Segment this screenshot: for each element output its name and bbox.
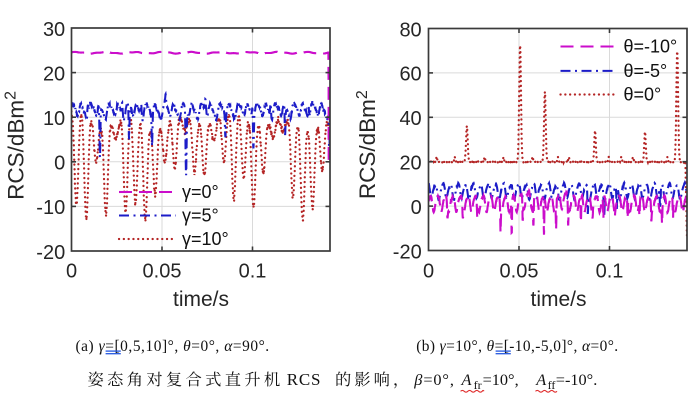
svg-text:fr: fr	[474, 378, 482, 392]
svg-text:40: 40	[399, 108, 421, 130]
svg-text:60: 60	[399, 64, 421, 86]
svg-text:time/s: time/s	[173, 288, 229, 311]
svg-text:0: 0	[411, 197, 422, 219]
svg-text:-20: -20	[393, 241, 422, 263]
svg-text:(a) γ=[0,5,10]°, θ=0°, α=90°.: (a) γ=[0,5,10]°, θ=0°, α=90°.	[76, 338, 270, 355]
svg-text:γ=5°: γ=5°	[182, 206, 219, 226]
svg-text:30: 30	[43, 19, 65, 41]
svg-text:A: A	[535, 370, 546, 389]
svg-text:ff: ff	[548, 378, 556, 392]
svg-text:0.05: 0.05	[500, 260, 539, 282]
svg-text:(b) γ=10°, θ=[-10,-5,0]°, α=0°: (b) γ=10°, θ=[-10,-5,0]°, α=0°.	[416, 338, 618, 355]
svg-text:θ=0°: θ=0°	[624, 85, 662, 105]
svg-text:20: 20	[399, 153, 421, 175]
svg-text:-10: -10	[36, 197, 65, 219]
svg-text:0.1: 0.1	[596, 260, 624, 282]
svg-text:time/s: time/s	[530, 288, 586, 311]
svg-text:θ=-5°: θ=-5°	[624, 61, 668, 81]
svg-text:20: 20	[43, 63, 65, 85]
svg-text:=-10°.: =-10°.	[556, 370, 597, 389]
svg-text:RCS/dBm2: RCS/dBm2	[3, 91, 29, 200]
svg-text:θ=-10°: θ=-10°	[624, 37, 678, 57]
svg-text:-20: -20	[36, 242, 65, 264]
svg-text:RCS: RCS	[287, 370, 322, 389]
svg-text:0: 0	[66, 260, 77, 282]
svg-text:0: 0	[423, 260, 434, 282]
svg-text:0.1: 0.1	[239, 260, 267, 282]
svg-text:β=0°,: β=0°,	[413, 370, 455, 389]
svg-text:A: A	[461, 370, 472, 389]
svg-text:γ=0°: γ=0°	[182, 182, 219, 202]
svg-text:80: 80	[399, 19, 421, 41]
svg-text:0.05: 0.05	[143, 260, 182, 282]
svg-text:γ=10°: γ=10°	[182, 229, 229, 249]
svg-text:0: 0	[54, 153, 65, 175]
svg-text:RCS/dBm2: RCS/dBm2	[354, 90, 380, 199]
svg-text:=10°,: =10°,	[483, 370, 519, 389]
svg-text:10: 10	[43, 108, 65, 130]
